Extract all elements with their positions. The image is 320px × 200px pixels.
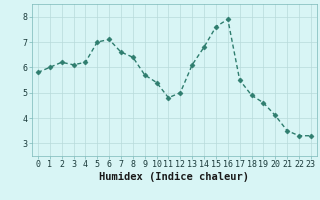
X-axis label: Humidex (Indice chaleur): Humidex (Indice chaleur): [100, 172, 249, 182]
